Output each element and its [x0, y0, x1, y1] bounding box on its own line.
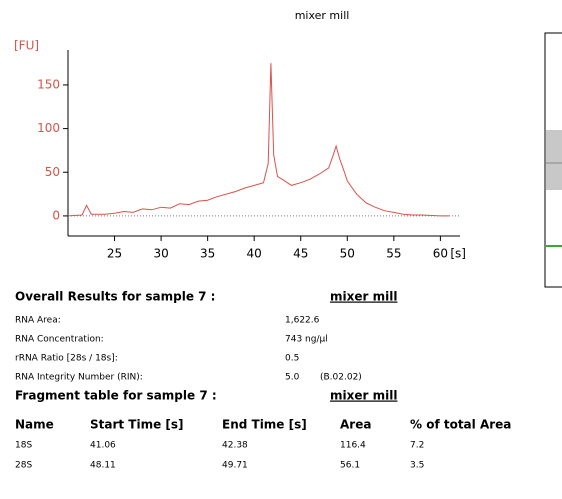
x-tick-label: 45 — [293, 247, 308, 261]
result-value: 5.0 — [285, 373, 300, 383]
column-header: % of total Area — [410, 418, 511, 432]
result-value: 0.5 — [285, 354, 299, 364]
result-label: RNA Concentration: — [15, 335, 104, 345]
x-tick-label: 25 — [107, 247, 122, 261]
fragment-sample: mixer mill — [330, 389, 397, 403]
result-label: RNA Area: — [15, 316, 61, 326]
column-header: Area — [340, 418, 371, 432]
y-axis-label: [FU] — [14, 39, 39, 53]
result-label: rRNA Ratio [28s / 18s]: — [15, 354, 118, 364]
x-tick-label: 55 — [386, 247, 401, 261]
column-header: Name — [15, 418, 54, 432]
trace — [67, 63, 450, 217]
y-tick-label: 100 — [37, 121, 60, 135]
table-cell: 42.38 — [222, 441, 248, 451]
fragment-title: Fragment table for sample 7 : — [15, 389, 217, 403]
table-cell: 3.5 — [410, 461, 424, 471]
y-tick-label: 150 — [37, 77, 60, 91]
x-tick-label: 35 — [200, 247, 215, 261]
table-cell: 18S — [15, 441, 32, 451]
y-tick-label: 0 — [52, 208, 60, 222]
chart-title: mixer mill — [295, 9, 350, 22]
table-cell: 7.2 — [410, 441, 424, 451]
gel-frame — [544, 32, 562, 288]
table-cell: 41.06 — [90, 441, 116, 451]
x-axis-label: [s] — [450, 247, 466, 261]
result-value: (B.02.02) — [320, 373, 362, 383]
table-cell: 56.1 — [340, 461, 360, 471]
table-cell: 28S — [15, 461, 32, 471]
x-tick-label: 60 — [433, 247, 448, 261]
gel-band — [546, 130, 562, 190]
overall-title: Overall Results for sample 7 : — [15, 290, 215, 304]
x-tick-label: 30 — [153, 247, 168, 261]
table-cell: 48.11 — [90, 461, 116, 471]
table-cell: 49.71 — [222, 461, 248, 471]
result-label: RNA Integrity Number (RIN): — [15, 373, 143, 383]
x-tick-label: 40 — [247, 247, 262, 261]
column-header: Start Time [s] — [90, 418, 184, 432]
y-tick-label: 50 — [45, 165, 60, 179]
table-cell: 116.4 — [340, 441, 366, 451]
overall-sample: mixer mill — [330, 290, 397, 304]
x-tick-label: 50 — [340, 247, 355, 261]
column-header: End Time [s] — [222, 418, 307, 432]
result-value: 1,622.6 — [285, 316, 320, 326]
result-value: 743 ng/µl — [285, 335, 328, 345]
